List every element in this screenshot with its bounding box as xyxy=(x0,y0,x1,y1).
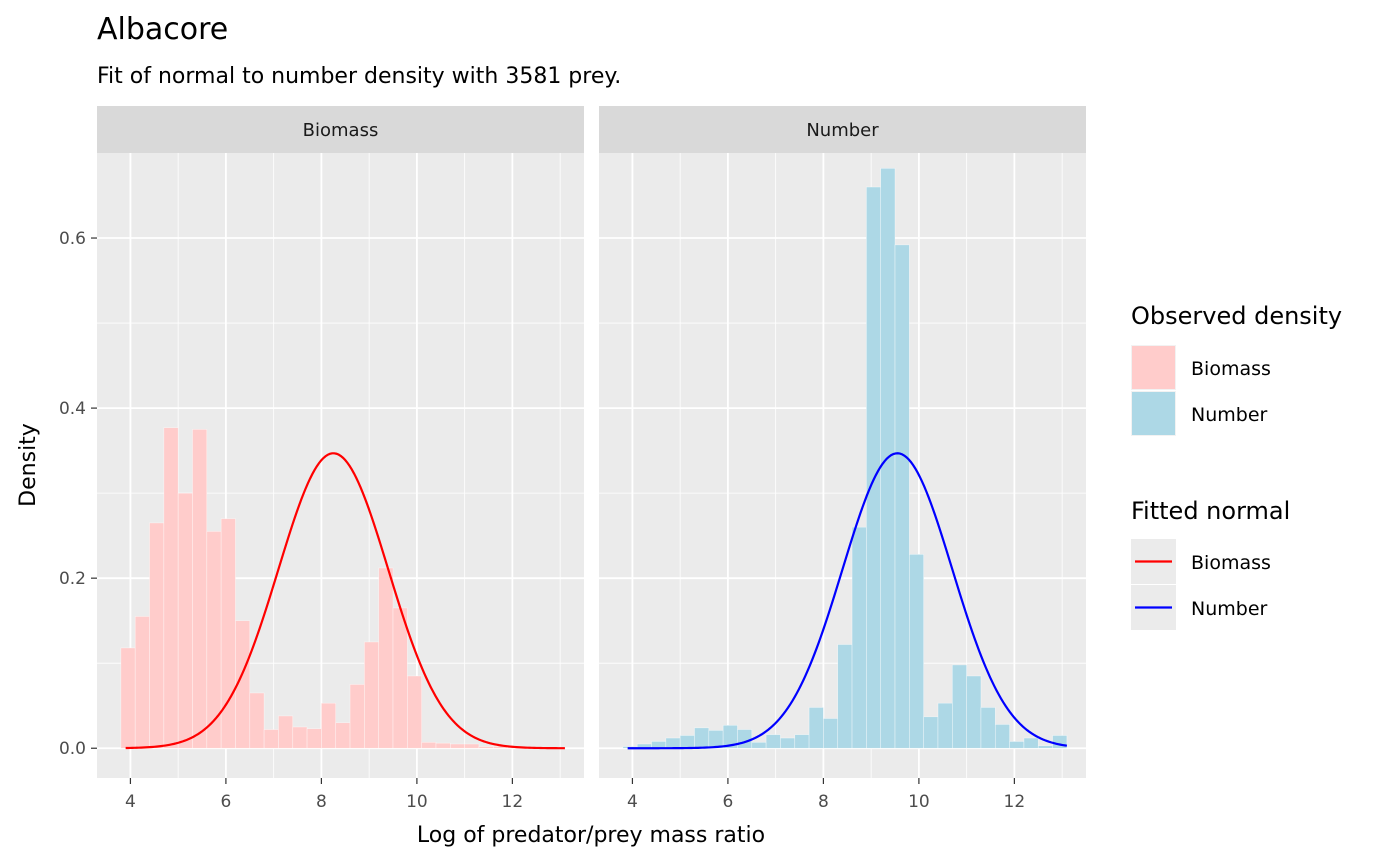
y-tick-label: 0.6 xyxy=(59,229,86,249)
histogram-bar-biomass xyxy=(478,746,494,749)
fitted-normal-curve-number xyxy=(627,452,1068,750)
histogram-bar-biomass xyxy=(192,429,208,749)
facet-panels: Biomass 4 6 8 10 12 0.0 0.2 0.4 0.6 Number 4 6 8 10 12 xyxy=(59,106,1086,812)
histogram-bar-number xyxy=(751,741,767,749)
legend-fitted-label-number: Number xyxy=(1191,598,1268,620)
x-tick-label: 4 xyxy=(125,792,136,812)
histogram-bar-biomass xyxy=(249,692,265,749)
x-tick-label: 6 xyxy=(722,792,733,812)
histogram-bar-number xyxy=(665,737,681,749)
legend-observed-label-biomass: Biomass xyxy=(1191,358,1271,380)
facet-strip-number xyxy=(599,106,1086,153)
histogram-bar-biomass xyxy=(134,616,150,749)
facet-strip-biomass xyxy=(97,106,584,153)
x-tick-label: 12 xyxy=(1004,792,1026,812)
histogram-bar-number xyxy=(837,644,853,749)
histogram-bar-biomass xyxy=(450,743,465,749)
histogram-bar-biomass xyxy=(364,641,379,749)
y-tick-label: 0.4 xyxy=(59,399,86,419)
x-tick-label: 10 xyxy=(406,792,428,812)
legend-fitted-label-biomass: Biomass xyxy=(1191,552,1271,574)
facet-panel-number: Number 4 6 8 10 12 xyxy=(599,106,1086,812)
histogram-bar-biomass xyxy=(435,742,451,749)
histogram-bar-number xyxy=(980,707,996,749)
histogram-bar-biomass xyxy=(306,728,322,749)
histogram-bar-biomass xyxy=(149,522,165,749)
chart-title: Albacore xyxy=(97,12,228,47)
histogram-bar-number xyxy=(1009,741,1025,749)
x-tick-label: 6 xyxy=(220,792,231,812)
histogram-bar-number xyxy=(1023,737,1039,749)
histogram-bar-biomass xyxy=(177,492,193,749)
x-axis-title: Log of predator/prey mass ratio xyxy=(417,823,765,848)
histogram-bar-number xyxy=(966,675,982,749)
histogram-bar-number xyxy=(851,526,867,749)
legend-observed-item-biomass: Biomass xyxy=(1131,345,1271,390)
histogram-bar-number xyxy=(694,727,710,749)
histogram-bar-number xyxy=(823,718,839,749)
histogram-bar-biomass xyxy=(235,620,251,749)
histogram-bar-biomass xyxy=(120,647,136,749)
histogram-bar-number xyxy=(794,734,810,749)
histogram-bar-number xyxy=(866,186,881,749)
histogram-bar-number xyxy=(952,664,967,749)
histogram-bar-biomass xyxy=(349,684,365,749)
legend-observed-title: Observed density xyxy=(1131,302,1342,330)
y-tick-label: 0.0 xyxy=(59,739,86,759)
histogram-bar-number xyxy=(765,734,781,749)
histogram-bar-number xyxy=(1037,745,1053,749)
legend-fitted-item-biomass: Biomass xyxy=(1131,539,1271,584)
histogram-bar-biomass xyxy=(421,741,437,749)
chart-subtitle: Fit of normal to number density with 358… xyxy=(97,64,621,89)
x-tick-label: 10 xyxy=(908,792,930,812)
x-tick-label: 4 xyxy=(627,792,638,812)
facet-panel-biomass: Biomass 4 6 8 10 12 0.0 0.2 0.4 0.6 xyxy=(59,106,584,812)
y-axis-title: Density xyxy=(16,423,41,507)
legend-observed-swatch-biomass xyxy=(1132,346,1175,389)
histogram-bar-number xyxy=(679,735,695,749)
histogram-bar-number xyxy=(923,716,939,749)
histogram-bar-number xyxy=(894,244,910,749)
histogram-bar-biomass xyxy=(292,726,308,749)
histogram-bar-biomass xyxy=(378,567,394,749)
legend-fitted-title: Fitted normal xyxy=(1131,497,1290,525)
facet-strip-label-number: Number xyxy=(806,120,879,141)
histogram-bar-number xyxy=(808,707,824,749)
histogram-bar-biomass xyxy=(220,518,236,749)
histogram-bar-biomass xyxy=(278,715,294,749)
histogram-bar-number xyxy=(937,702,953,749)
legend-observed-label-number: Number xyxy=(1191,404,1268,426)
x-tick-label: 12 xyxy=(502,792,524,812)
histogram-bar-biomass xyxy=(321,702,337,749)
y-tick-label: 0.2 xyxy=(59,569,86,589)
histogram-bar-number xyxy=(909,554,924,749)
histogram-bar-biomass xyxy=(464,743,480,749)
histogram-bar-biomass xyxy=(263,729,279,749)
x-tick-label: 8 xyxy=(316,792,327,812)
facet-strip-label-biomass: Biomass xyxy=(303,120,379,141)
histogram-bar-number xyxy=(780,737,796,749)
histogram-bar-biomass xyxy=(392,607,408,749)
legend-fitted-item-number: Number xyxy=(1131,585,1268,630)
x-tick-label: 8 xyxy=(818,792,829,812)
legend: Observed density Biomass Number Fitted n… xyxy=(1131,302,1342,630)
histogram-bar-number xyxy=(737,729,753,749)
histogram-bar-biomass xyxy=(407,675,422,749)
histogram-bar-biomass xyxy=(163,427,179,749)
histogram-bar-number xyxy=(994,724,1010,749)
legend-observed-item-number: Number xyxy=(1131,391,1268,436)
legend-observed-swatch-number xyxy=(1132,392,1175,435)
histogram-bar-biomass xyxy=(335,722,351,749)
fitted-normal-curve-biomass xyxy=(125,452,565,750)
